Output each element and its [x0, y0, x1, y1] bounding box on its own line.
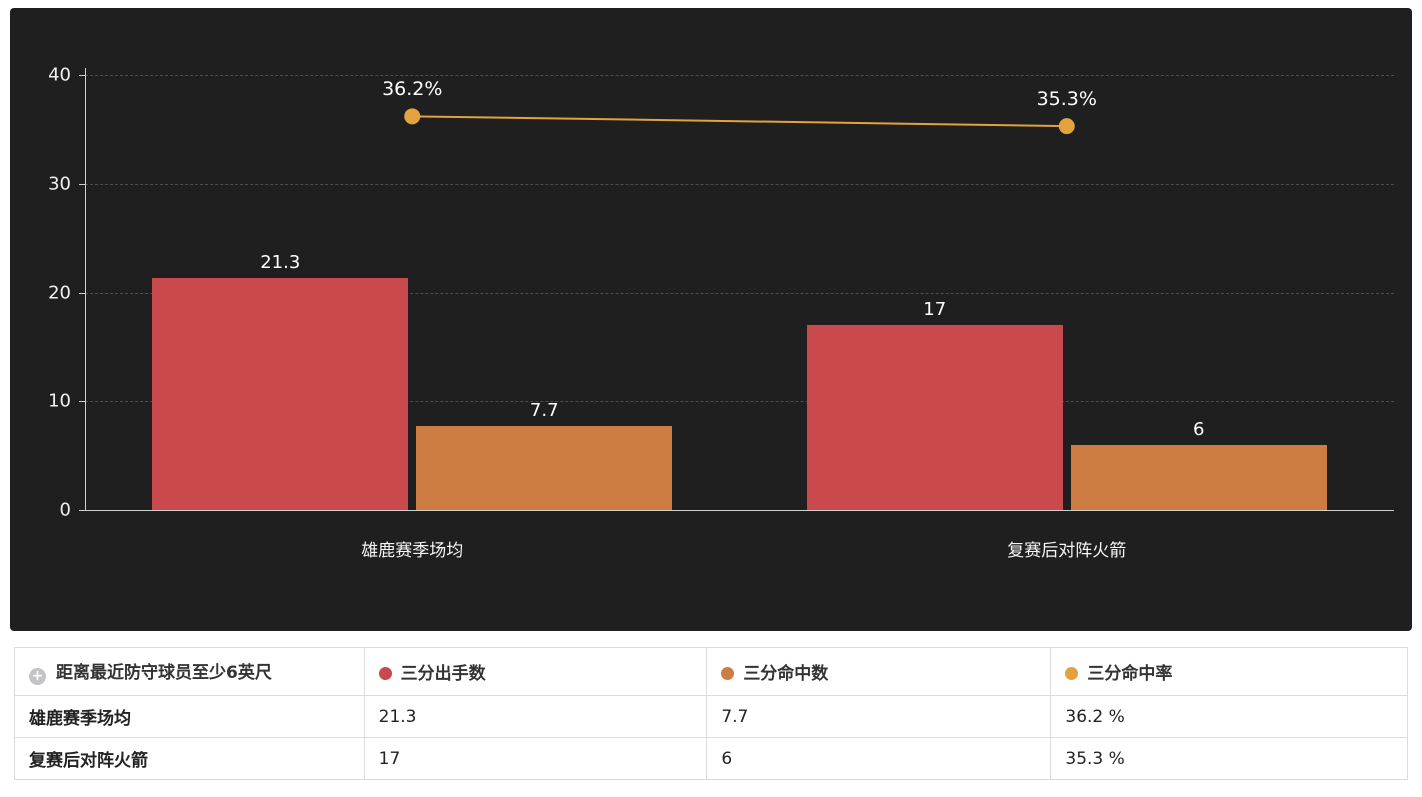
bar-attempts[interactable] [152, 278, 409, 510]
table-row: 复赛后对阵火箭 17 6 35.3 % [14, 737, 1408, 780]
x-axis-line [85, 510, 1394, 511]
cell-value: 6 [706, 737, 1052, 780]
line-point-label: 35.3% [1036, 88, 1097, 111]
table-corner-cell: + 距离最近防守球员至少6英尺 [14, 647, 365, 696]
row-label: 复赛后对阵火箭 [14, 737, 365, 780]
y-axis-label: 20 [48, 282, 71, 303]
y-axis-tick [79, 75, 85, 76]
cell-value: 17 [363, 737, 708, 780]
cell-value: 35.3 % [1050, 737, 1408, 780]
table-header-row: + 距离最近防守球员至少6英尺 三分出手数 三分命中数 三分命中率 [14, 647, 1408, 696]
y-axis-tick [79, 401, 85, 403]
category-label: 复赛后对阵火箭 [1007, 541, 1127, 561]
series-dot-makes [721, 667, 735, 680]
gridline [85, 292, 1394, 294]
gridline [85, 75, 1394, 76]
line-point[interactable] [404, 108, 421, 125]
legend-label-makes: 三分命中数 [743, 664, 829, 684]
gridline [85, 183, 1394, 185]
category-label: 雄鹿赛季场均 [361, 541, 464, 561]
chart-panel: 0 10 20 30 40 21.3 7.7 雄鹿赛季场均 17 6 复赛后对阵火箭 36.2% 35.… [10, 8, 1412, 631]
bar-value-label: 7.7 [529, 400, 559, 422]
line-series-layer [404, 108, 1075, 135]
bar-makes[interactable] [416, 426, 673, 510]
bar-attempts[interactable] [806, 325, 1063, 510]
series-dot-percentage [1065, 667, 1079, 680]
line-point[interactable] [1058, 118, 1075, 135]
table-row: 雄鹿赛季场均 21.3 7.7 36.2 % [14, 695, 1408, 738]
y-axis-line [85, 68, 86, 510]
y-axis-label: 0 [59, 499, 71, 521]
bar-value-label: 21.3 [260, 252, 301, 274]
cell-value: 7.7 [706, 695, 1052, 738]
line-point-label: 36.2% [382, 78, 443, 101]
y-axis-label: 30 [48, 173, 71, 195]
corner-label: 距离最近防守球员至少6英尺 [56, 663, 272, 683]
legend-label-attempts: 三分出手数 [400, 664, 486, 684]
bar-value-label: 6 [1193, 418, 1205, 440]
gridline [85, 401, 1394, 403]
y-axis-tick [79, 292, 85, 294]
bar-value-label: 17 [923, 299, 947, 321]
circle-plus-icon: + [29, 668, 46, 685]
series-dot-attempts [378, 667, 392, 680]
cell-value: 36.2 % [1050, 695, 1408, 738]
stats-table-wrap: + 距离最近防守球员至少6英尺 三分出手数 三分命中数 三分命中率 雄鹿赛季场均 [14, 647, 1408, 780]
row-label: 雄鹿赛季场均 [14, 695, 365, 738]
legend-cell-percentage[interactable]: 三分命中率 [1050, 647, 1408, 696]
page: 0 10 20 30 40 21.3 7.7 雄鹿赛季场均 17 6 复赛后对阵火箭 36.2% 35.… [0, 8, 1422, 780]
y-axis-tick [79, 183, 85, 185]
cell-value: 21.3 [363, 695, 708, 738]
y-axis-tick [79, 510, 85, 511]
y-axis-label: 40 [48, 64, 71, 86]
legend-cell-makes[interactable]: 三分命中数 [706, 647, 1052, 696]
legend-cell-attempts[interactable]: 三分出手数 [363, 647, 708, 696]
bar-makes[interactable] [1070, 444, 1327, 510]
legend-label-percentage: 三分命中率 [1087, 664, 1173, 684]
trend-line [412, 115, 1067, 128]
stats-table: + 距离最近防守球员至少6英尺 三分出手数 三分命中数 三分命中率 雄鹿赛季场均 [14, 647, 1408, 780]
y-axis-label: 10 [48, 390, 71, 412]
